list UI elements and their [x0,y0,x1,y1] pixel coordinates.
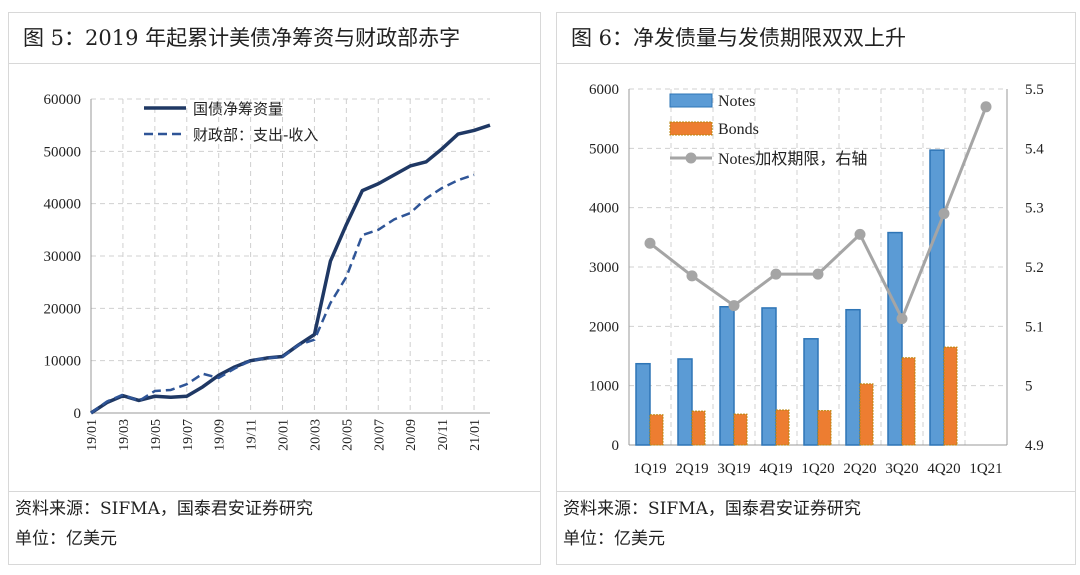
series-line-2 [90,173,475,415]
y-tick-label: 10000 [44,354,82,370]
x-tick-label: 19/01 [85,419,100,451]
y2-tick-label: 4.9 [1025,438,1044,454]
notes-duration-point [728,300,740,312]
x-tick-label: 19/03 [117,419,132,451]
y-tick-label: 4000 [589,201,619,217]
y-tick-label: 3000 [589,260,619,276]
x-tick-label: 1Q20 [801,461,834,477]
y-tick-label: 1000 [589,379,619,395]
figure-6-title: 图 6：净发债量与发债期限双双上升 [557,13,1075,64]
y2-tick-label: 5 [1025,379,1033,395]
x-tick-label: 1Q21 [969,461,1002,477]
bonds-bar [943,346,958,446]
notes-duration-point [644,237,656,249]
figure-6-unit: 单位：亿美元 [563,529,665,549]
figure-5-source: 资料来源：SIFMA，国泰君安证券研究 [15,499,313,519]
notes-bar [887,231,903,446]
y2-tick-label: 5.3 [1025,201,1044,217]
legend-label: Notes加权期限，右轴 [718,150,867,168]
figure-5-chart: 0 10000 20000 30000 40000 50000 60000 19/01 19/0… [44,92,491,451]
legend-swatch-bonds [669,121,713,136]
y-tick-label: 5000 [589,141,619,157]
x-tick-label: 19/07 [181,419,196,451]
bonds-bar [901,357,916,446]
notes-bar [929,149,945,446]
bonds-bar [649,414,664,446]
x-tick-label: 21/01 [468,419,483,451]
figure-6-panel: 图 6：净发债量与发债期限双双上升 0 1000 2000 3000 4000 5000 6… [556,12,1076,565]
legend-swatch-notes [669,93,713,108]
x-tick-label: 1Q19 [633,461,666,477]
x-tick-label: 20/11 [436,419,451,450]
x-tick-label: 2Q20 [843,461,876,477]
notes-bar [677,358,693,446]
legend-label: 国债净筹资量 [193,100,283,118]
notes-bar [635,362,651,446]
x-tick-label: 20/07 [372,419,387,451]
y2-tick-label: 5.1 [1025,319,1044,335]
y-tick-label: 50000 [44,144,82,160]
legend-label: Bonds [718,121,759,138]
notes-bar [761,307,777,446]
figure-6-source: 资料来源：SIFMA，国泰君安证券研究 [563,499,861,519]
legend-label: Notes [718,93,755,110]
bonds-bar [775,409,790,446]
y-tick-label: 6000 [589,82,619,98]
figure-5-unit: 单位：亿美元 [15,529,117,549]
notes-duration-point [896,313,908,325]
notes-duration-point [686,270,698,282]
bonds-bar [733,413,748,446]
y2-tick-label: 5.5 [1025,82,1044,98]
y-tick-label: 40000 [44,197,82,213]
bonds-bar [859,383,874,446]
notes-duration-point [980,101,992,113]
x-tick-label: 2Q19 [675,461,708,477]
y-tick-label: 2000 [589,319,619,335]
notes-duration-point [854,228,866,240]
x-tick-label: 4Q20 [927,461,960,477]
bonds-bar [817,410,832,446]
y-tick-label: 20000 [44,301,82,317]
figure-6-chart: 0 1000 2000 3000 4000 5000 6000 4.9 5 5.1 5.2 5.3 5.… [589,82,1044,477]
x-tick-label: 20/03 [308,419,323,451]
y-tick-label: 30000 [44,249,82,265]
legend-swatch-marker [685,152,697,164]
series-line-1 [90,123,491,415]
x-tick-label: 3Q19 [717,461,750,477]
figure-5-panel: 图 5：2019 年起累计美债净筹资与财政部赤字 0 10000 20000 3000… [8,12,541,565]
y-tick-label: 0 [612,438,620,454]
x-tick-label: 4Q19 [759,461,792,477]
figure-5-title: 图 5：2019 年起累计美债净筹资与财政部赤字 [9,13,540,64]
x-tick-label: 19/09 [213,419,228,451]
legend-label: 财政部：支出-收入 [193,126,318,144]
notes-duration-point [938,208,950,220]
notes-duration-point [812,268,824,280]
x-tick-label: 20/01 [277,419,292,451]
x-tick-label: 19/05 [149,419,164,451]
x-tick-label: 20/05 [340,419,355,451]
y2-tick-label: 5.4 [1025,141,1044,157]
x-tick-label: 3Q20 [885,461,918,477]
notes-duration-point [770,268,782,280]
y-tick-label: 60000 [44,92,82,108]
y2-tick-label: 5.2 [1025,260,1044,276]
notes-bar [845,308,861,446]
notes-bar [719,306,735,446]
y-tick-label: 0 [74,406,82,422]
x-tick-label: 19/11 [245,419,260,450]
bonds-bar [691,410,706,446]
x-tick-label: 20/09 [404,419,419,451]
notes-bar [803,338,819,446]
